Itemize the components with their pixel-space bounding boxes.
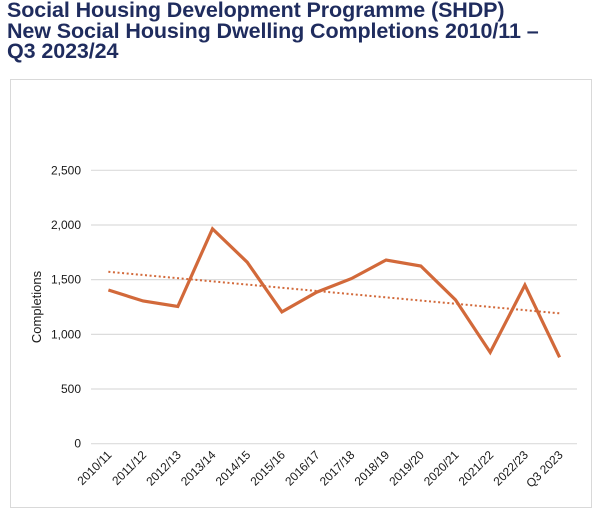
series-group	[107, 226, 562, 358]
x-tick-label: 2020/21	[421, 448, 462, 489]
trend-line	[108, 270, 560, 315]
x-tick-label: 2010/11	[75, 448, 115, 488]
x-tick-label: 2012/13	[143, 448, 184, 489]
y-axis-label: Completions	[29, 270, 44, 343]
x-tick-label: 2014/15	[213, 448, 254, 489]
gridlines	[91, 169, 577, 445]
x-tick-label: 2011/12	[109, 448, 149, 488]
completions-line	[107, 226, 562, 358]
title-line-3: Q3 2023/24	[7, 39, 119, 63]
x-tick-label: 2021/22	[456, 448, 497, 489]
title-line-1: Social Housing Development Programme (SH…	[7, 0, 505, 22]
x-tick-label: 2017/18	[317, 448, 358, 489]
chart-frame	[10, 79, 592, 508]
x-tick-label: 2016/17	[282, 448, 323, 489]
chart-title: Social Housing Development Programme (SH…	[7, 0, 603, 62]
x-tick-label: Q3 2023	[523, 448, 566, 491]
y-tick-label: 2,500	[51, 163, 81, 177]
x-tick-label: 2018/19	[352, 448, 393, 489]
y-axis-ticks: 0 500 1,000 1,500 2,000 2,500	[51, 163, 81, 450]
y-tick-label: 500	[61, 382, 81, 396]
x-tick-label: 2013/14	[178, 448, 219, 489]
y-tick-label: 1,000	[51, 327, 81, 341]
y-tick-label: 2,000	[51, 218, 81, 232]
y-tick-label: 1,500	[51, 273, 81, 287]
title-line-2: New Social Housing Dwelling Completions …	[7, 18, 539, 43]
x-axis-ticks: 2010/112011/122012/132013/142014/152015/…	[75, 448, 566, 491]
y-tick-label: 0	[74, 437, 81, 451]
x-tick-label: 2019/20	[386, 448, 427, 489]
x-tick-label: 2015/16	[247, 448, 288, 489]
